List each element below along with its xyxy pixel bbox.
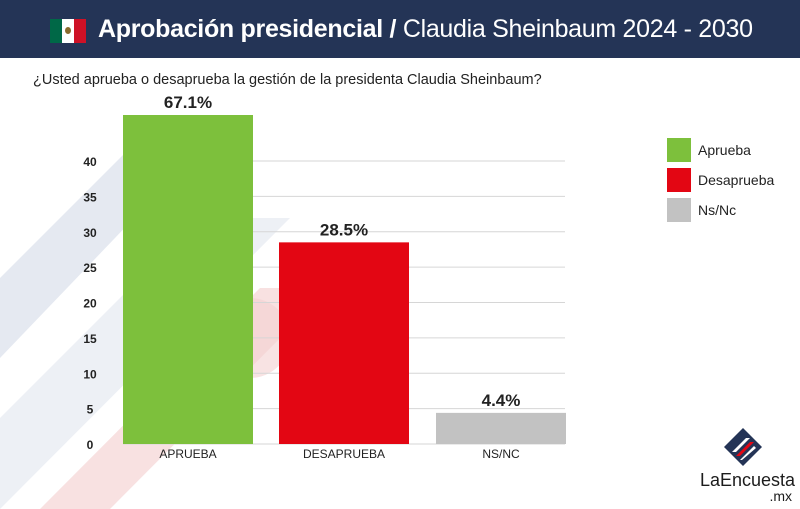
y-tick-label: 35 — [83, 190, 97, 204]
category-label: NS/NC — [482, 447, 520, 461]
logo-name: LaEncuesta — [700, 470, 796, 490]
bar-desaprueba — [279, 242, 409, 444]
title-separator: / — [389, 15, 397, 43]
bar-aprueba — [123, 115, 253, 444]
laencuesta-logo: LaEncuesta .mx — [700, 428, 796, 504]
y-tick-label: 20 — [83, 297, 97, 311]
y-tick-label: 0 — [87, 438, 94, 452]
bar-nsnc — [436, 412, 566, 444]
legend-label-desaprueba: Desaprueba — [698, 172, 775, 188]
survey-question: ¿Usted aprueba o desaprueba la gestión d… — [33, 72, 542, 88]
legend-label-nsnc: Ns/Nc — [698, 202, 737, 218]
legend-swatch-aprueba — [667, 138, 691, 162]
data-label: 67.1% — [164, 93, 212, 112]
category-label: APRUEBA — [159, 447, 216, 461]
y-tick-label: 5 — [87, 403, 94, 417]
y-tick-label: 30 — [83, 226, 97, 240]
category-label: DESAPRUEBA — [303, 447, 385, 461]
legend-label-aprueba: Aprueba — [698, 142, 751, 158]
data-label: 28.5% — [320, 220, 368, 239]
y-tick-label: 25 — [83, 261, 97, 275]
legend-item-nsnc: Ns/Nc — [667, 198, 774, 222]
legend-swatch-desaprueba — [667, 168, 691, 192]
logo-mark-icon — [724, 428, 762, 466]
y-tick-label: 40 — [83, 155, 97, 169]
y-tick-label: 15 — [83, 332, 97, 346]
title-bold: Aprobación presidencial — [98, 15, 383, 43]
title-rest: Claudia Sheinbaum 2024 - 2030 — [402, 15, 753, 43]
header-bar: Aprobación presidencial / Claudia Sheinb… — [0, 0, 800, 58]
legend-item-aprueba: Aprueba — [667, 138, 774, 162]
chart-legend: Aprueba Desaprueba Ns/Nc — [667, 138, 774, 228]
logo-suffix: .mx — [769, 488, 792, 504]
data-label: 4.4% — [482, 391, 521, 410]
page-title: Aprobación presidencial / Claudia Sheinb… — [98, 15, 753, 44]
y-tick-label: 10 — [83, 367, 97, 381]
legend-item-desaprueba: Desaprueba — [667, 168, 774, 192]
mexico-flag-icon — [50, 19, 86, 43]
legend-swatch-nsnc — [667, 198, 691, 222]
